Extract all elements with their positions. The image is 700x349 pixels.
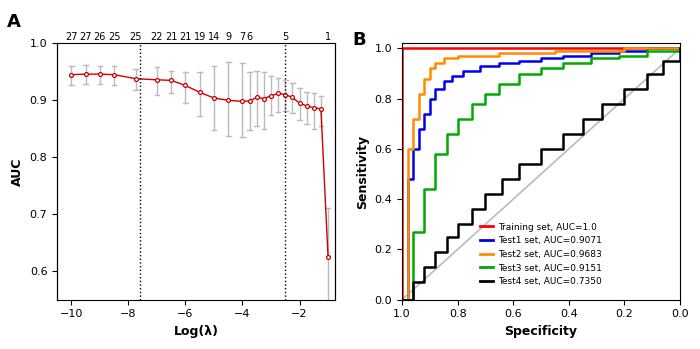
Legend: Training set, AUC=1.0, Test1 set, AUC=0.9071, Test2 set, AUC=0.9683, Test3 set, : Training set, AUC=1.0, Test1 set, AUC=0.… [476,219,606,290]
X-axis label: Specificity: Specificity [505,325,578,338]
X-axis label: Log(λ): Log(λ) [174,325,218,338]
Y-axis label: Sensitivity: Sensitivity [356,134,369,209]
Text: A: A [7,13,21,31]
Text: B: B [352,31,365,49]
Y-axis label: AUC: AUC [11,157,24,186]
